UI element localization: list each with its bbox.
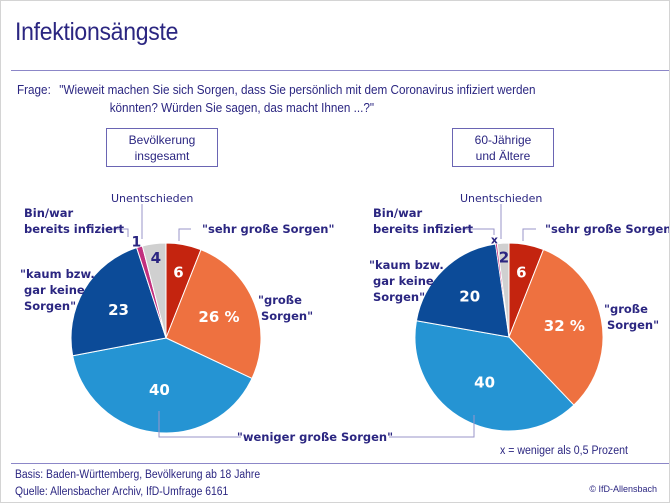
group-title-line2: und Ältere <box>475 148 531 163</box>
question-text-line2: könnten? Würden Sie sagen, das macht Ihn… <box>109 100 375 115</box>
slice-value-kaum-keine-sorgen: 20 <box>459 288 480 306</box>
pie-slice-grosse-sorgen <box>508 248 604 406</box>
label-kaum-line3: Sorgen" <box>373 290 425 304</box>
slice-value-sehr-grosse-sorgen: 6 <box>516 263 526 281</box>
leader-line-infiziert <box>101 228 129 237</box>
pie-chart-all: 6 26 % 40 23 14 <box>70 234 262 434</box>
pie-slice-weniger-grosse-sorgen <box>72 337 253 434</box>
label-unentschieden: Unentschieden <box>111 192 193 205</box>
survey-question: Frage: "Wieweit machen Sie sich Sorgen, d… <box>17 81 536 117</box>
label-weniger: "weniger große Sorgen" <box>237 430 393 444</box>
label-sehr-grosse: "sehr große Sorgen" <box>545 222 669 236</box>
label-grosse-line2: Sorgen" <box>607 318 659 332</box>
group-title-line1: Bevölkerung <box>128 132 196 147</box>
leader-line-weniger-right <box>389 415 475 438</box>
label-kaum-line1: "kaum bzw. <box>20 267 95 281</box>
label-infiziert-line2: bereits infiziert <box>24 222 125 236</box>
leader-line-sehr-grosse <box>522 228 536 241</box>
group-box-all: Bevölkerung insgesamt <box>106 128 218 167</box>
pie-slice-unentschieden <box>141 242 167 339</box>
label-infiziert-line1: Bin/war <box>373 206 422 220</box>
label-grosse-line1: "große <box>604 302 648 316</box>
group-title-line2: insgesamt <box>134 148 190 163</box>
label-infiziert-line1: Bin/war <box>24 206 73 220</box>
footer-source: Basis: Baden-Württemberg, Bevölkerung ab… <box>15 467 260 501</box>
slice-value-kaum-keine-sorgen: 23 <box>108 301 129 319</box>
footer-quelle: Quelle: Allensbacher Archiv, IfD-Umfrage… <box>15 486 229 498</box>
pie-slice-kaum-keine-sorgen <box>70 247 167 357</box>
question-label: Frage: <box>17 82 51 97</box>
group-title-line1: 60-Jährige <box>474 132 532 147</box>
label-grosse-line2: Sorgen" <box>261 309 313 323</box>
leader-line-weniger-left <box>158 411 241 438</box>
top-divider <box>11 70 669 71</box>
slice-value-infiziert: 1 <box>132 234 142 250</box>
footer-basis: Basis: Baden-Württemberg, Bevölkerung ab… <box>15 469 261 481</box>
pie-slice-grosse-sorgen <box>165 249 262 380</box>
slice-value-grosse-sorgen: 32 % <box>544 317 585 335</box>
leader-line-sehr-grosse <box>178 228 191 241</box>
pie-chart-60plus: 6 32 % 40 20 x2 <box>414 233 604 432</box>
pie-slice-kaum-keine-sorgen <box>415 243 510 338</box>
label-grosse-line1: "große <box>258 293 302 307</box>
slice-value-weniger-grosse-sorgen: 40 <box>474 374 495 392</box>
copyright: © IfD-Allensbach <box>589 484 657 494</box>
slice-value-sehr-grosse-sorgen: 6 <box>173 264 183 282</box>
label-kaum-line2: gar keine <box>373 274 434 288</box>
footnote-x: x = weniger als 0,5 Prozent <box>499 445 628 457</box>
bottom-divider <box>11 463 669 464</box>
slice-value-infiziert: x <box>491 233 498 246</box>
page-title: Infektionsängste <box>15 18 179 46</box>
pie-slice-unentschieden <box>496 242 510 338</box>
label-kaum-line1: "kaum bzw. <box>369 258 444 272</box>
label-kaum-line2: gar keine <box>24 283 85 297</box>
label-unentschieden: Unentschieden <box>460 192 542 205</box>
group-box-60plus: 60-Jährige und Ältere <box>452 128 554 167</box>
pie-slice-weniger-grosse-sorgen <box>414 320 575 432</box>
label-kaum-line3: Sorgen" <box>24 299 76 313</box>
label-infiziert-line2: bereits infiziert <box>373 222 474 236</box>
question-text-line1: "Wieweit machen Sie sich Sorgen, dass Si… <box>59 82 536 97</box>
slice-value-unentschieden: 2 <box>499 248 509 266</box>
slice-value-unentschieden: 4 <box>151 249 161 267</box>
slice-value-grosse-sorgen: 26 % <box>198 308 239 326</box>
slice-value-weniger-grosse-sorgen: 40 <box>149 381 170 399</box>
label-sehr-grosse: "sehr große Sorgen" <box>202 222 334 236</box>
leader-line-infiziert <box>460 228 495 235</box>
